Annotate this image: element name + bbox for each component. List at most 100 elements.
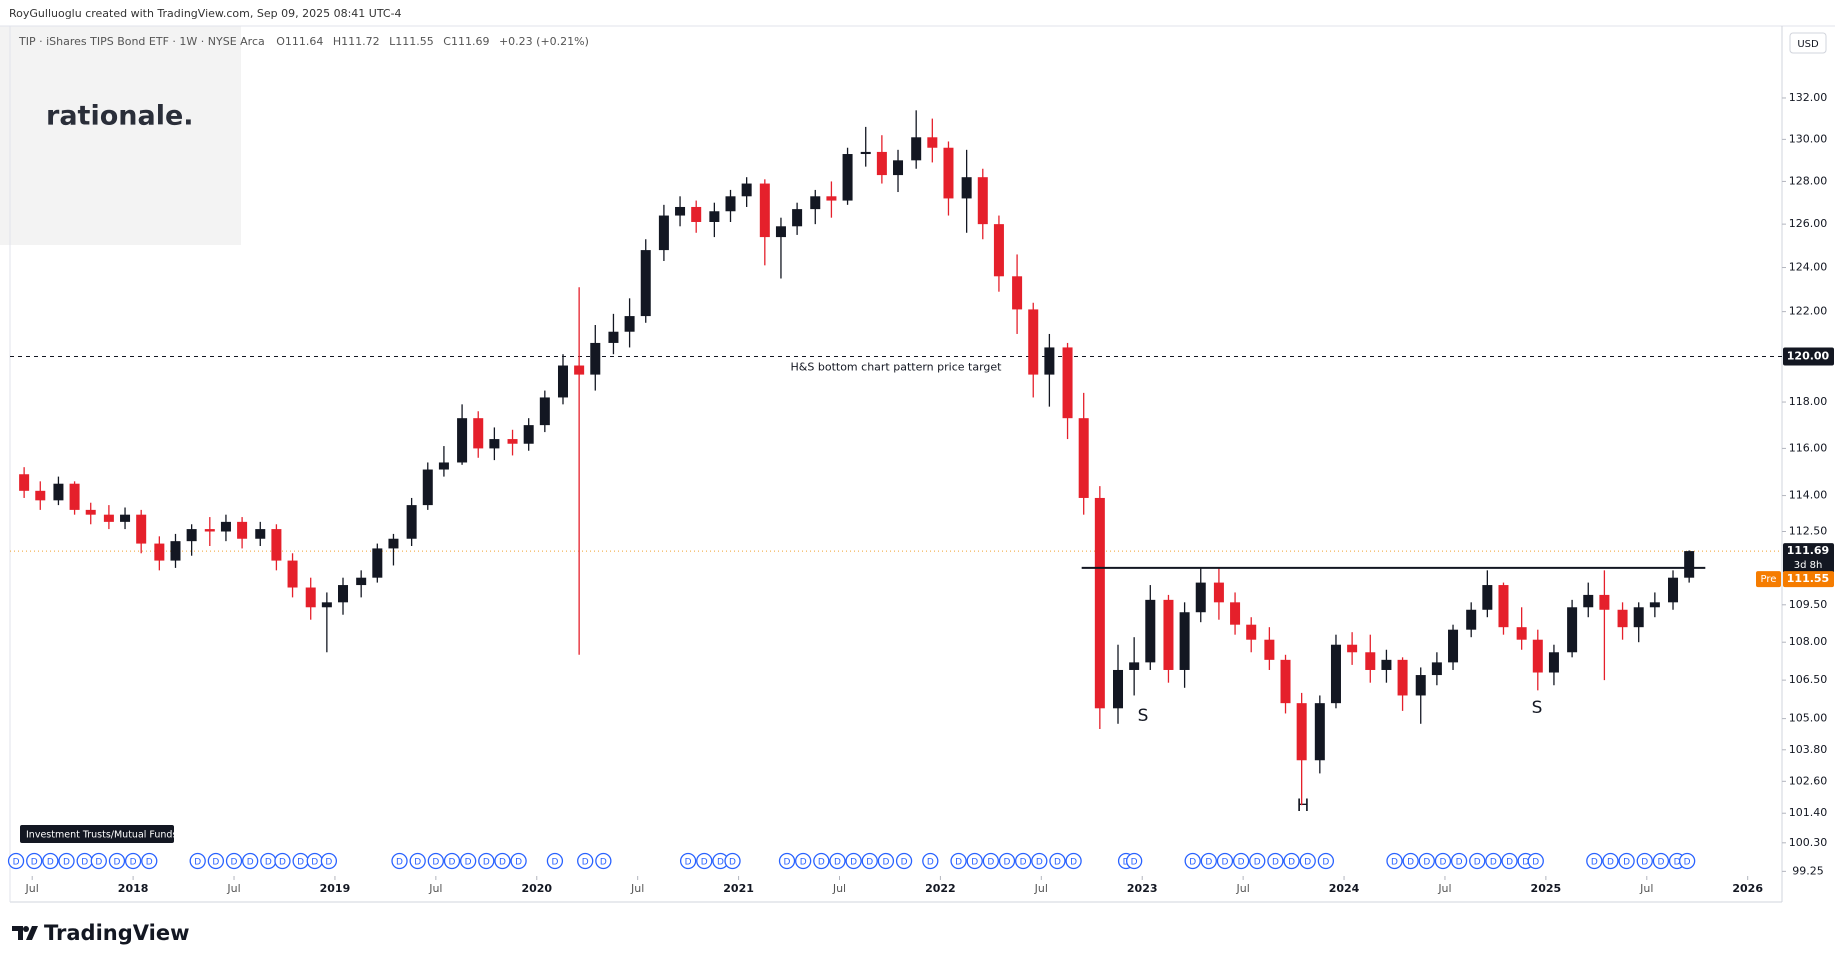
dividend-label: D xyxy=(1054,858,1061,868)
x-tick-label: 2019 xyxy=(320,882,351,895)
candle-body xyxy=(1548,652,1559,673)
y-tick-label: 103.80 xyxy=(1789,743,1828,756)
x-tick-label: 2023 xyxy=(1127,882,1158,895)
dividend-marker xyxy=(1618,852,1635,870)
dividend-marker xyxy=(982,852,1000,870)
dividend-label: D xyxy=(685,858,692,868)
y-tick-label: 112.50 xyxy=(1789,524,1828,537)
pattern-label: H xyxy=(1297,796,1310,816)
legend-high: H111.72 xyxy=(333,35,380,48)
x-tick-label: Jul xyxy=(1034,882,1048,895)
dividend-marker xyxy=(724,852,741,870)
dividend-marker xyxy=(1469,852,1486,870)
candle-body xyxy=(1381,659,1392,670)
dividend-label: D xyxy=(1254,858,1261,868)
candle-body xyxy=(1145,599,1156,663)
x-tick-label: 2025 xyxy=(1531,882,1562,895)
dividend-label: D xyxy=(1189,858,1196,868)
dividend-label: D xyxy=(1222,858,1229,868)
candle-body xyxy=(103,514,114,522)
tooltip-box xyxy=(20,825,174,843)
candle-body xyxy=(356,577,367,586)
candle-body xyxy=(725,196,736,212)
x-tick-label: 2021 xyxy=(723,882,754,895)
x-tick-label: 2024 xyxy=(1329,882,1360,895)
dividend-label: D xyxy=(13,858,20,868)
candle-body xyxy=(1012,276,1023,310)
dividend-label: D xyxy=(1407,858,1414,868)
candle-body xyxy=(1415,675,1426,696)
dividend-marker xyxy=(1126,852,1143,870)
candle-body xyxy=(1498,585,1509,628)
logo-dot xyxy=(23,926,29,932)
candle-body xyxy=(608,331,619,343)
dividend-marker xyxy=(409,852,426,870)
candle-body xyxy=(1264,639,1275,660)
candle-body xyxy=(136,514,147,544)
candle-body xyxy=(422,469,433,506)
dividend-marker xyxy=(1049,852,1066,870)
dividend-marker xyxy=(696,852,713,870)
candle-body xyxy=(1129,662,1140,670)
dividend-marker xyxy=(922,852,939,870)
candle-body xyxy=(1668,577,1679,603)
candle-body xyxy=(557,365,568,398)
dividend-marker xyxy=(577,852,594,870)
candle-body xyxy=(489,439,500,449)
candle-body xyxy=(1448,629,1459,663)
candle-body xyxy=(640,250,651,317)
dividend-marker xyxy=(1216,852,1234,870)
candle-body xyxy=(237,521,248,539)
dividend-label: D xyxy=(81,858,88,868)
dividend-marker xyxy=(950,852,967,870)
candle-body xyxy=(338,585,349,603)
pattern-label: S xyxy=(1138,706,1149,726)
candle-body xyxy=(1633,607,1644,628)
candle-body xyxy=(759,183,770,238)
dividend-label: D xyxy=(396,858,403,868)
dividend-label: D xyxy=(1641,858,1648,868)
candle-body xyxy=(1684,551,1695,578)
y-tick-label: 108.00 xyxy=(1789,635,1828,648)
premarket-tag-label: Pre xyxy=(1761,574,1777,585)
footer-logo: TradingView xyxy=(12,921,189,945)
y-tick-label: 109.50 xyxy=(1789,598,1828,611)
candle-body xyxy=(255,529,266,539)
dividend-label: D xyxy=(784,858,791,868)
dividend-marker xyxy=(42,852,59,870)
dividend-marker xyxy=(829,852,846,870)
candle-body xyxy=(1516,627,1527,640)
currency: USD xyxy=(1797,39,1819,50)
dividend-marker xyxy=(778,852,796,870)
dividend-marker xyxy=(895,852,913,870)
candle-body xyxy=(271,529,282,561)
candle-body xyxy=(321,602,332,608)
candle-body xyxy=(69,483,80,510)
candle-body xyxy=(1230,602,1241,625)
premarket-box xyxy=(1783,571,1834,588)
dividend-label: D xyxy=(499,858,506,868)
dividend-marker xyxy=(1031,852,1048,870)
candle-body xyxy=(1028,309,1039,375)
dividend-marker xyxy=(274,852,291,870)
watermark-box xyxy=(0,26,241,245)
dividend-label: D xyxy=(194,858,201,868)
dividend-marker xyxy=(478,852,495,870)
dividend-label: D xyxy=(1004,858,1011,868)
dividend-label: D xyxy=(901,858,908,868)
dividend-marker xyxy=(242,852,259,870)
tooltip: Investment Trusts/Mutual Funds xyxy=(26,830,177,841)
dividend-label: D xyxy=(432,858,439,868)
y-tick-label: 130.00 xyxy=(1789,132,1828,145)
dividend-label: D xyxy=(231,858,238,868)
x-tick-label: 2026 xyxy=(1732,882,1763,895)
dividend-label: D xyxy=(95,858,102,868)
candle-body xyxy=(204,529,215,532)
candle-body xyxy=(574,365,585,375)
dividend-label: D xyxy=(47,858,54,868)
dividend-marker xyxy=(1249,852,1266,870)
dividend-marker xyxy=(1283,852,1300,870)
candle-body xyxy=(539,397,550,426)
dividend-marker xyxy=(679,852,697,870)
dividend-label: D xyxy=(800,858,807,868)
